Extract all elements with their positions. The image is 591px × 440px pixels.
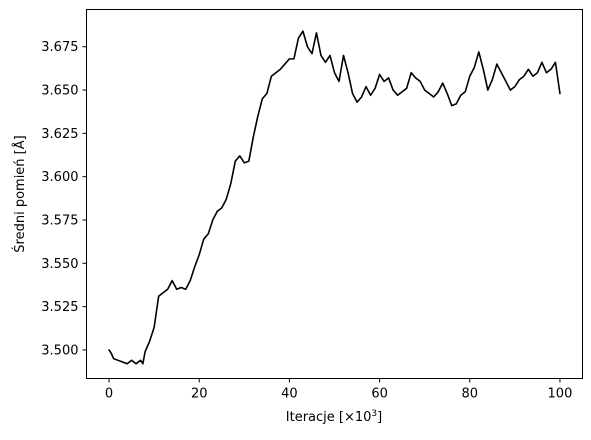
x-axis-label: Iteracje [×103] (286, 409, 382, 425)
axes-frame (86, 9, 583, 379)
y-tick-label: 3.500 (41, 343, 78, 358)
y-axis-label: Średni pomień [Å] (12, 135, 28, 252)
y-axis: 3.500 3.525 3.550 3.575 3.600 3.625 3.650 3.675 (41, 40, 87, 358)
x-axis: 0 20 40 60 80 100 (105, 378, 573, 402)
x-tick-label: 60 (371, 387, 388, 402)
x-tick-label: 0 (105, 387, 113, 402)
y-tick-label: 3.525 (41, 300, 78, 315)
x-tick-label: 40 (281, 387, 298, 402)
series-line (108, 30, 561, 365)
x-tick-label: 20 (191, 387, 208, 402)
y-tick-label: 3.625 (41, 127, 78, 142)
y-tick-label: 3.550 (41, 257, 78, 272)
y-tick-label: 3.575 (41, 213, 78, 228)
y-tick-label: 3.675 (41, 40, 78, 55)
y-tick-label: 3.600 (41, 170, 78, 185)
plot-area (108, 30, 561, 365)
x-tick-label: 100 (548, 387, 573, 402)
y-tick-label: 3.650 (41, 84, 78, 99)
x-tick-label: 80 (461, 387, 478, 402)
